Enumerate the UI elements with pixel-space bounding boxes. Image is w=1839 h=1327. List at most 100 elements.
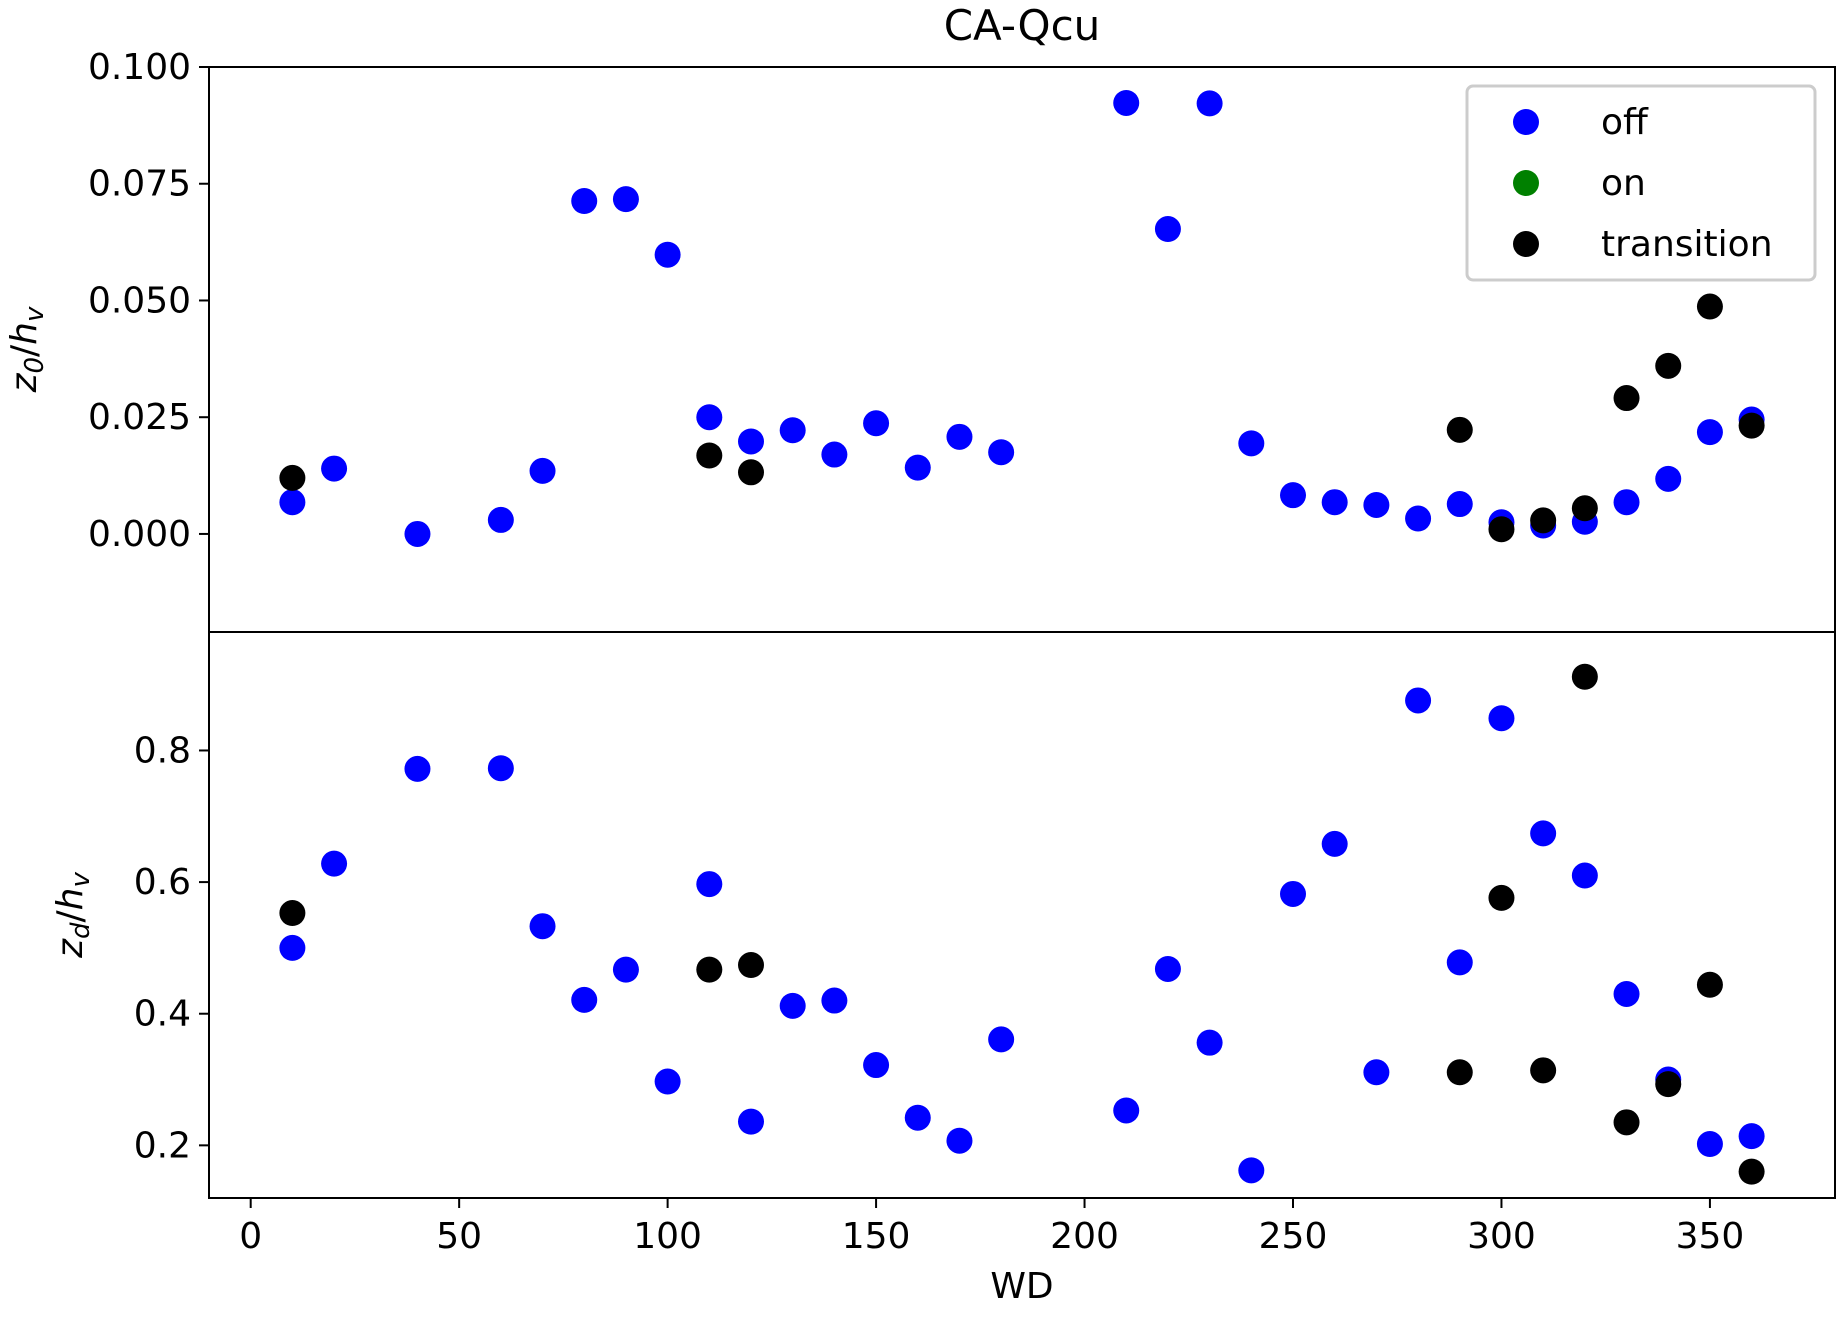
- series-off: [279, 687, 1765, 1184]
- point-off: [1196, 90, 1223, 117]
- point-off: [1446, 491, 1473, 518]
- point-off: [1280, 880, 1306, 907]
- point-transition: [279, 900, 306, 927]
- panel-2: 0.2 0.4 0.6 0.8 zd/hv: [50, 631, 1836, 1199]
- x-tick-label: 300: [1467, 1216, 1536, 1257]
- point-transition: [1446, 1059, 1473, 1086]
- x-tick-label: 100: [633, 1216, 702, 1257]
- point-off: [1321, 489, 1348, 516]
- point-off: [779, 992, 806, 1019]
- point-off: [1446, 949, 1473, 976]
- y-tick-label: 0.000: [88, 514, 191, 555]
- point-off: [1238, 1157, 1265, 1184]
- point-transition: [1696, 293, 1723, 320]
- point-off: [279, 489, 306, 516]
- point-off: [1655, 465, 1682, 492]
- point-off: [1280, 482, 1306, 509]
- panel-frame: [208, 631, 1836, 1199]
- y-axis-label: zd/hv: [50, 872, 96, 959]
- point-off: [654, 1068, 681, 1095]
- x-axis-label: WD: [990, 1266, 1053, 1307]
- point-transition: [1571, 495, 1598, 522]
- point-off: [487, 506, 514, 533]
- point-off: [1363, 1059, 1390, 1086]
- point-off: [612, 186, 639, 213]
- y-tick-label: 0.075: [88, 164, 191, 205]
- point-off: [404, 520, 431, 547]
- point-transition: [1655, 352, 1682, 379]
- point-transition: [696, 442, 723, 469]
- y-tick-label: 0.025: [88, 397, 191, 438]
- series-off: [279, 89, 1765, 547]
- y-tick-label: 0.6: [134, 862, 191, 903]
- point-off: [321, 850, 348, 877]
- point-off: [321, 455, 348, 482]
- point-off: [988, 439, 1015, 466]
- point-transition: [1530, 1057, 1557, 1084]
- point-off: [988, 1026, 1015, 1053]
- point-off: [1696, 1131, 1723, 1158]
- legend-label-on: on: [1601, 163, 1646, 204]
- point-transition: [279, 464, 306, 491]
- legend: off on transition: [1465, 84, 1817, 282]
- point-off: [1488, 705, 1515, 732]
- point-transition: [696, 956, 723, 983]
- point-transition: [1613, 385, 1640, 412]
- point-off: [946, 1127, 973, 1154]
- point-off: [946, 423, 973, 450]
- point-off: [529, 457, 556, 484]
- point-off: [529, 913, 556, 940]
- point-off: [1613, 980, 1640, 1007]
- legend-marker-transition: [1513, 231, 1539, 257]
- point-off: [696, 871, 723, 898]
- point-transition: [738, 952, 764, 979]
- y-tick-label: 0.8: [134, 730, 191, 771]
- point-off: [1238, 430, 1265, 457]
- point-off: [821, 987, 848, 1014]
- point-transition: [1738, 1158, 1765, 1185]
- point-off: [1738, 1123, 1765, 1150]
- point-transition: [1530, 507, 1557, 534]
- series-transition: [279, 663, 1765, 1185]
- point-off: [1530, 820, 1557, 847]
- point-off: [487, 755, 514, 782]
- point-off: [863, 410, 890, 437]
- point-off: [738, 1108, 764, 1135]
- y-tick-label: 0.100: [88, 47, 191, 88]
- point-off: [904, 1104, 931, 1131]
- y-tick-label: 0.2: [134, 1125, 191, 1166]
- point-off: [612, 956, 639, 983]
- point-off: [1196, 1029, 1223, 1056]
- series-transition: [279, 293, 1765, 543]
- x-tick-label: 350: [1676, 1216, 1745, 1257]
- point-off: [1613, 489, 1640, 516]
- panels: 0.0000.0250.0500.0750.100z0/hv0.20.40.60…: [4, 47, 1836, 1199]
- point-transition: [1655, 1071, 1682, 1098]
- legend-box: [1465, 84, 1817, 282]
- point-transition: [738, 459, 764, 486]
- point-off: [1571, 862, 1598, 889]
- chart-title: CA-Qcu: [944, 1, 1101, 50]
- point-transition: [1446, 416, 1473, 443]
- point-transition: [1738, 412, 1765, 439]
- y-tick-label: 0.4: [134, 994, 191, 1035]
- x-tick-label: 150: [842, 1216, 911, 1257]
- x-axis: 0 50 100 150 200 250 300 350: [239, 1198, 1744, 1257]
- point-off: [1154, 955, 1181, 982]
- legend-marker-off: [1513, 109, 1539, 135]
- point-off: [904, 454, 931, 481]
- point-off: [779, 417, 806, 444]
- point-off: [821, 441, 848, 468]
- point-off: [1154, 216, 1181, 243]
- point-off: [1363, 491, 1390, 518]
- x-tick-label: 200: [1050, 1216, 1119, 1257]
- point-transition: [1488, 884, 1515, 911]
- point-off: [696, 404, 723, 431]
- y-tick-label: 0.050: [88, 280, 191, 321]
- point-transition: [1571, 663, 1598, 690]
- point-off: [279, 934, 306, 961]
- point-off: [738, 428, 764, 455]
- legend-label-transition: transition: [1601, 224, 1773, 265]
- panel-1: 0.000 0.025 0.050 0.075 0.100 z0/hv: [4, 47, 1836, 633]
